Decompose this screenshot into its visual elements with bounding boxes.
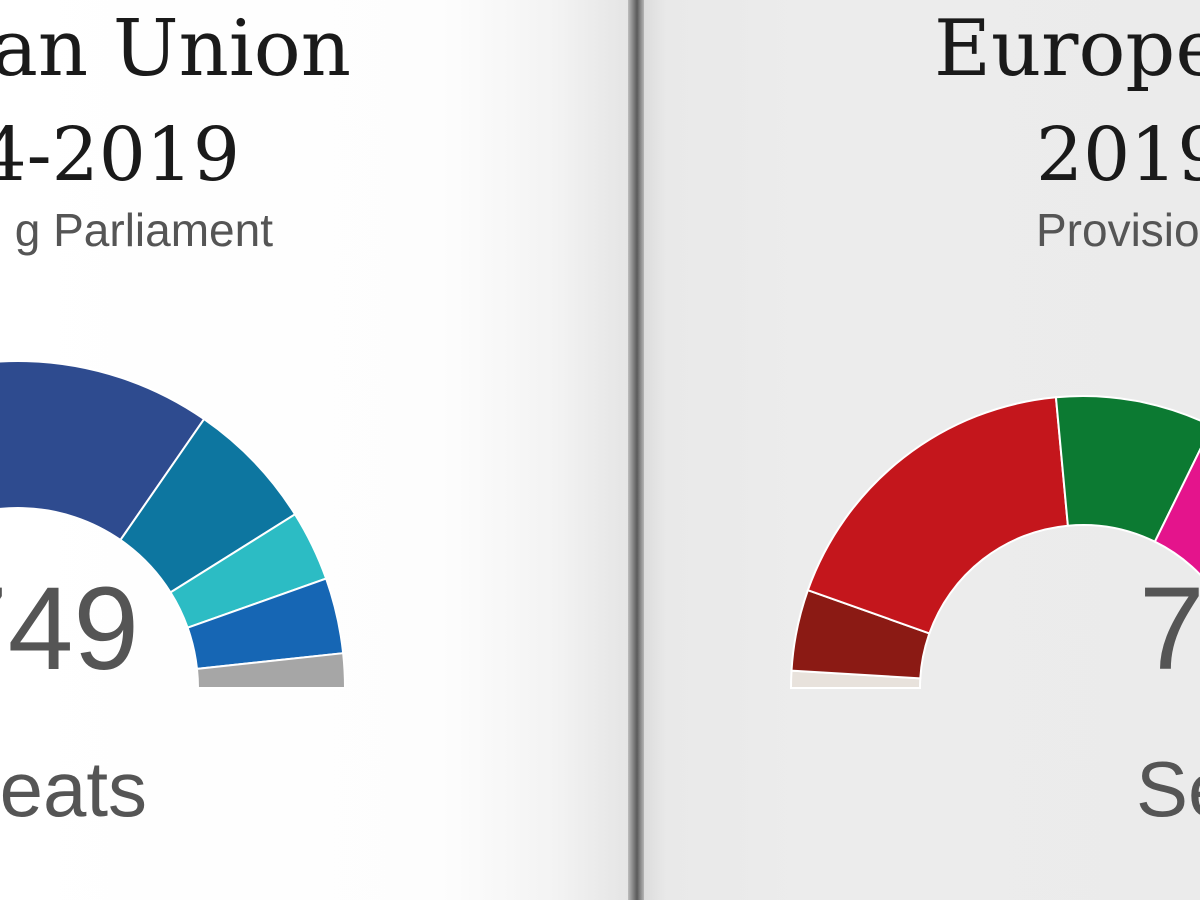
seats-label: Se xyxy=(1136,745,1200,833)
left-page-panel: ean Union 4-2019 g Parliament 749 eats xyxy=(0,0,632,900)
hemicycle-chart xyxy=(0,360,347,689)
seat-total: 7 xyxy=(1139,563,1200,695)
page-fold xyxy=(628,0,646,900)
term-years: 4-2019 xyxy=(0,112,240,198)
seats-label: eats xyxy=(0,745,147,833)
seat-group-segment-4 xyxy=(1054,395,1200,544)
right-page-panel: Europe 2019 Provisio 7 Se xyxy=(644,0,1200,900)
term-years: 2019 xyxy=(1036,112,1200,198)
hemicycle-chart xyxy=(789,395,1200,689)
seat-group-segment-3 xyxy=(806,396,1069,635)
page-title: ean Union xyxy=(0,4,351,94)
page-subtitle: Provisio xyxy=(1036,204,1200,256)
seat-total: 749 xyxy=(0,563,139,695)
page-subtitle: g Parliament xyxy=(14,204,273,256)
seat-group-segment-5 xyxy=(1153,447,1200,577)
page-title: Europe xyxy=(934,4,1200,94)
seat-group-segment-2 xyxy=(0,360,206,542)
seat-group-segment-6 xyxy=(195,652,347,689)
